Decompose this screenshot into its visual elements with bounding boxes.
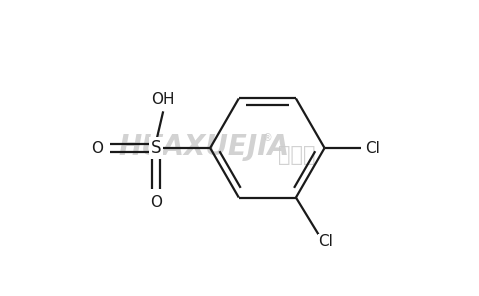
Text: Cl: Cl [365, 141, 380, 155]
Text: OH: OH [151, 92, 175, 107]
Text: Cl: Cl [319, 234, 333, 249]
Text: HUAXUEJIA: HUAXUEJIA [119, 133, 290, 160]
Text: O: O [91, 141, 103, 155]
Text: 化学加: 化学加 [278, 145, 316, 165]
Text: O: O [150, 195, 162, 210]
Text: S: S [150, 139, 161, 157]
Text: ®: ® [262, 133, 272, 143]
